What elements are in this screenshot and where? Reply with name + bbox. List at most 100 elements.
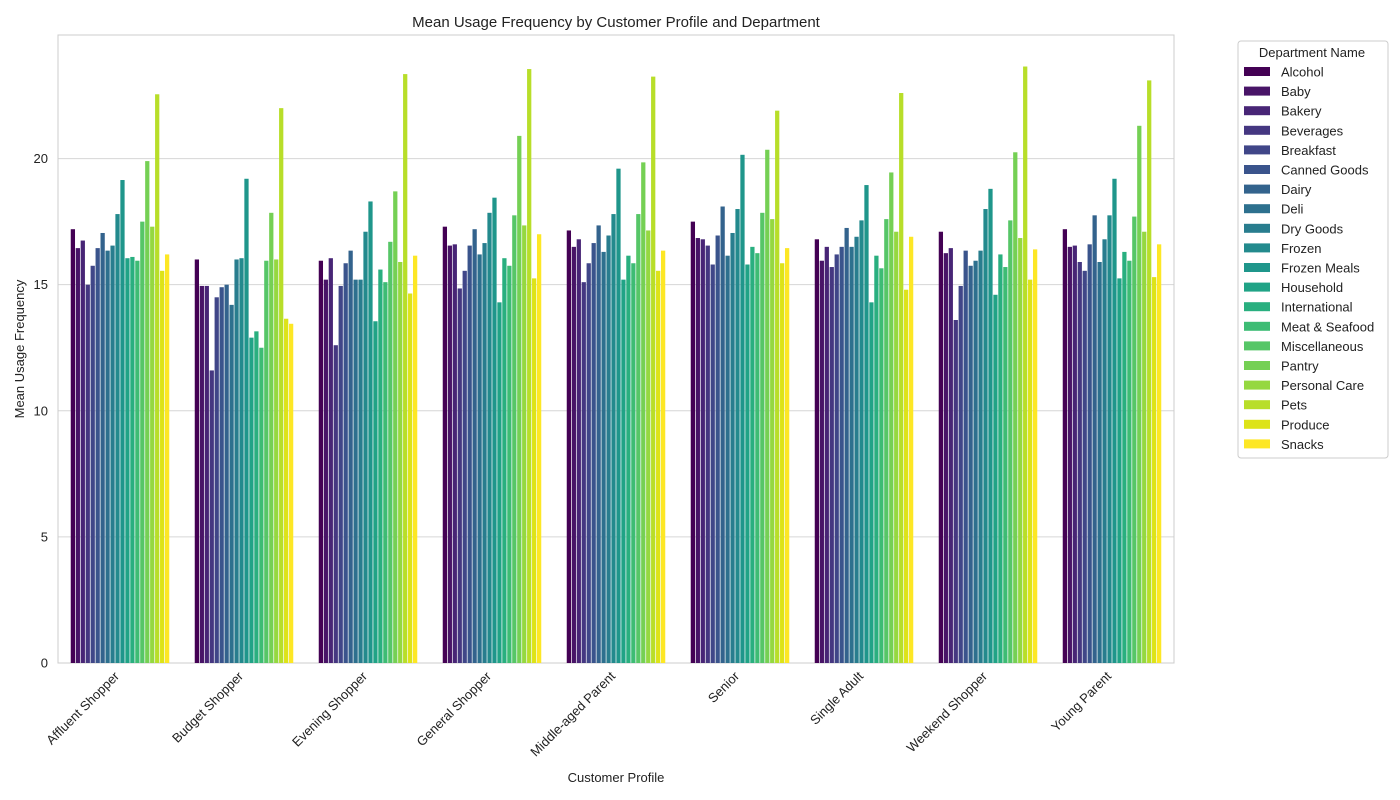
bar [631,263,636,663]
bar [1008,220,1013,664]
bar [844,227,849,663]
legend-swatch [1244,321,1270,331]
bar [1127,260,1132,663]
y-tick-label: 10 [34,403,48,418]
legend-swatch [1244,400,1270,410]
bar [279,108,284,663]
bar [1147,80,1152,664]
bar [457,288,462,663]
bar [527,69,532,663]
legend-label: Meat & Seafood [1281,319,1374,334]
y-tick-label: 20 [34,151,48,166]
bar [105,250,110,663]
bar [408,293,413,663]
bar [1082,270,1087,663]
bar [239,258,244,663]
legend-swatch [1244,282,1270,292]
bar [745,264,750,663]
legend-label: Produce [1281,417,1329,432]
bar [1067,246,1072,664]
bar [90,265,95,663]
y-tick-label: 5 [41,529,48,544]
bar [318,260,324,663]
legend-label: Baby [1281,84,1311,99]
bar [358,279,363,663]
bar [75,248,80,664]
bar [110,245,115,664]
bar [343,263,348,663]
bar [938,231,944,663]
bar [338,285,343,663]
bar [899,93,904,663]
bar [566,230,572,663]
bar [859,220,864,664]
bar [254,331,259,663]
legend-swatch [1244,165,1270,174]
bar [199,285,204,663]
bar [636,214,641,663]
bar [908,236,914,663]
bar [1013,152,1018,664]
bar [879,268,884,663]
bar [1156,244,1162,664]
legend-title: Department Name [1259,45,1365,60]
bar [1003,267,1008,663]
bar [1032,249,1038,663]
bar [348,250,353,663]
bar [363,231,368,663]
bar [586,263,591,663]
bar [814,239,820,663]
bar [988,188,993,663]
bar [834,254,839,663]
bar [993,294,998,663]
bar [784,248,790,664]
bar [958,285,963,663]
bar [164,254,170,663]
legend-label: Household [1281,280,1343,295]
bar [507,265,512,663]
bar [646,230,651,663]
x-axis-label: Customer Profile [568,770,665,785]
legend-swatch [1244,302,1270,312]
bar [700,239,705,663]
bar [85,284,90,663]
bar [1117,278,1122,663]
bar [288,323,294,663]
bar [953,319,958,663]
bar [884,219,889,663]
bar [140,221,145,664]
bar [695,238,700,663]
bar [125,258,130,663]
bar [532,278,537,663]
legend-label: Beverages [1281,123,1344,138]
legend-swatch [1244,145,1270,155]
bar [1132,216,1137,663]
bar [606,235,611,663]
bar [219,287,224,663]
bar [393,191,398,663]
bar [80,240,85,663]
bar [412,255,418,663]
legend-label: Personal Care [1281,378,1364,393]
bar [497,302,502,663]
bar [601,251,606,663]
bar [760,212,765,663]
legend-swatch [1244,243,1270,253]
bar [611,214,616,663]
bar [571,246,576,664]
bar [943,253,948,663]
bar [829,267,834,663]
bar [869,302,874,663]
legend-label: Frozen [1281,241,1321,256]
bar [214,297,219,663]
bar [775,110,780,663]
legend: Department Name Alcohol Baby Bakery Beverag… [1237,40,1389,459]
bar [244,178,249,663]
bar [115,214,120,663]
legend-swatch [1244,380,1270,390]
bar [968,265,973,663]
bar [264,260,269,663]
legend-label: Snacks [1281,437,1324,452]
legend-swatch [1244,184,1270,194]
bar [120,180,125,663]
